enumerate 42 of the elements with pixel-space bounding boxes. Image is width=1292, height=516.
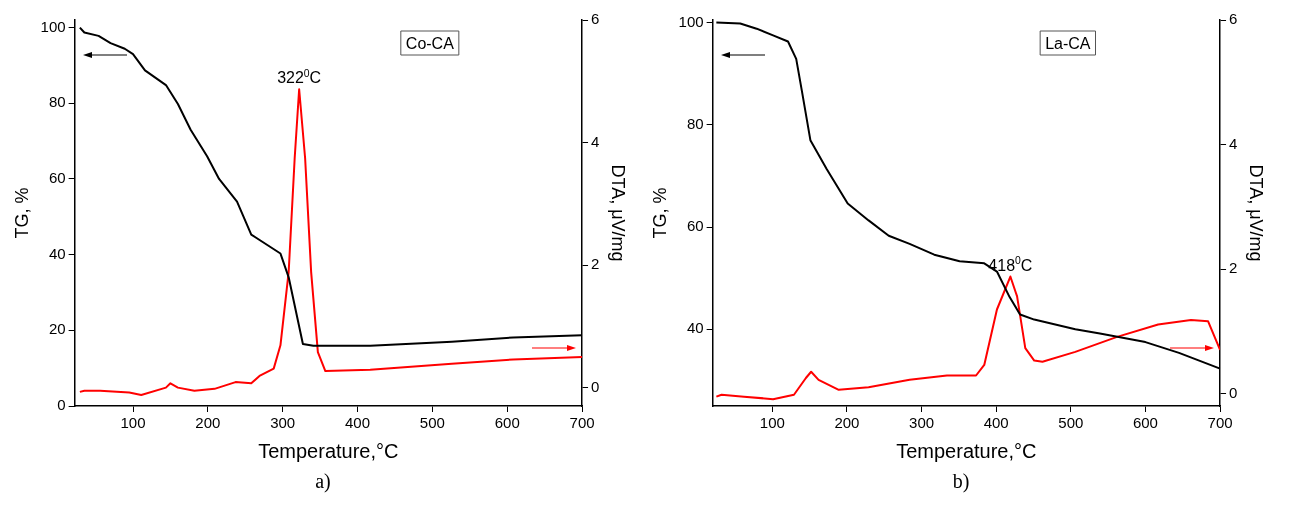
x-tick-label: 300: [270, 414, 296, 432]
x-tick-label: 300: [909, 414, 935, 432]
y-axis-title: TG, %: [11, 187, 32, 239]
x-tick-label: 600: [1132, 414, 1158, 432]
y2-axis-title: DTA, μV/mg: [1246, 164, 1267, 262]
x-tick-label: 400: [983, 414, 1009, 432]
y-tick-label: 60: [48, 169, 66, 187]
y-axis-title: TG, %: [649, 187, 670, 239]
y2-tick-label: 0: [1229, 383, 1238, 401]
x-tick-label: 500: [1058, 414, 1084, 432]
x-tick-label: 100: [759, 414, 785, 432]
x-tick-label: 500: [419, 414, 445, 432]
x-tick-label: 200: [834, 414, 860, 432]
y-tick-label: 40: [48, 244, 66, 262]
y-tick-label: 0: [57, 396, 66, 414]
x-tick-label: 100: [120, 414, 146, 432]
x-tick-label: 700: [1207, 414, 1233, 432]
y-tick-label: 100: [40, 17, 66, 35]
y-tick-label: 80: [686, 114, 704, 132]
x-tick-label: 700: [569, 414, 595, 432]
y-tick-label: 100: [678, 12, 704, 30]
text: b): [951, 470, 971, 493]
y2-tick-label: 6: [591, 10, 600, 28]
annotation: La-CA: [1045, 35, 1091, 52]
x-axis-title: Temperature,°C: [896, 439, 1037, 462]
y-tick-label: 80: [48, 93, 66, 111]
y-tick-label: 40: [686, 319, 704, 337]
y2-tick-label: 4: [591, 132, 600, 150]
x-tick-label: 600: [494, 414, 520, 432]
y2-tick-label: 2: [591, 255, 600, 273]
y2-tick-label: 0: [591, 377, 600, 395]
x-tick-label: 200: [195, 414, 221, 432]
y2-tick-label: 6: [1229, 10, 1238, 28]
annotation: Co-CA: [405, 35, 455, 52]
x-axis-title: Temperature,°C: [258, 439, 399, 462]
y-tick-label: 60: [686, 217, 704, 235]
y2-tick-label: 4: [1229, 134, 1238, 152]
y2-axis-title: DTA, μV/mg: [608, 164, 629, 262]
y-tick-label: 20: [48, 320, 66, 338]
y2-tick-label: 2: [1229, 259, 1238, 277]
x-tick-label: 400: [345, 414, 371, 432]
text: a): [314, 470, 332, 493]
